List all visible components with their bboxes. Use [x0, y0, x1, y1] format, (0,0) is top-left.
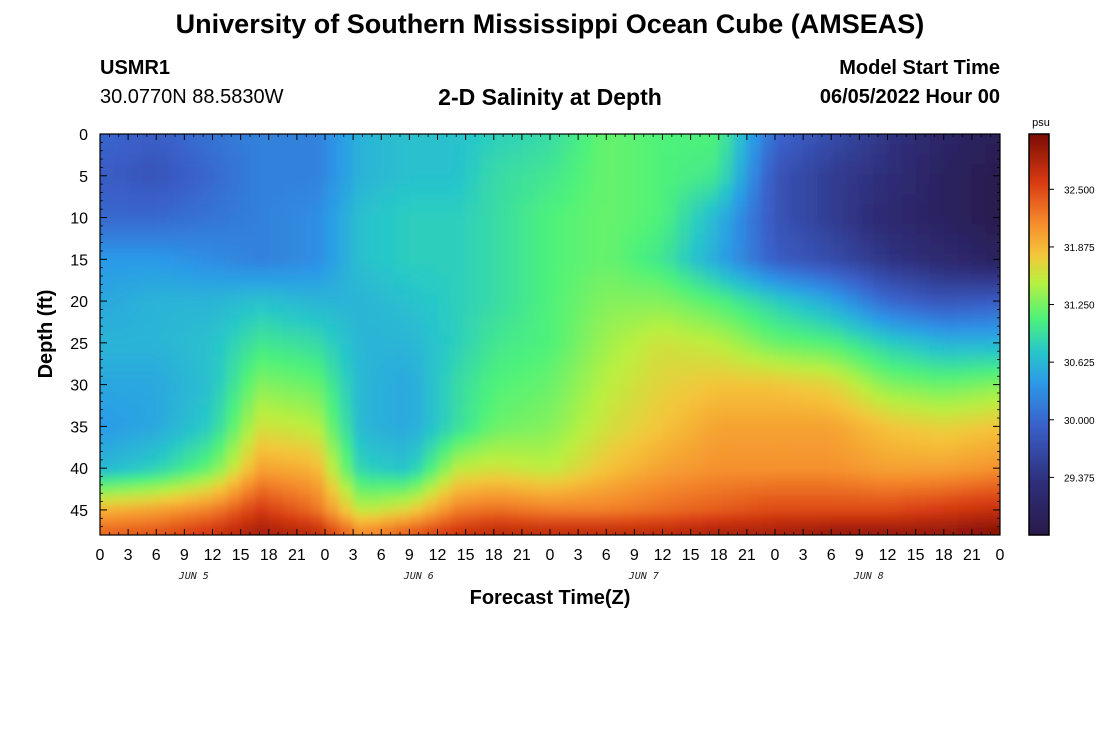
- chart-title: University of Southern Mississippi Ocean…: [175, 9, 925, 39]
- x-tick-label: 0: [546, 547, 555, 564]
- colorbar-tick-label: 30.000: [1064, 416, 1095, 427]
- x-tick-label: 15: [682, 547, 700, 564]
- x-tick-label: 6: [152, 547, 161, 564]
- x-tick-label: 21: [288, 547, 306, 564]
- x-tick-label: 21: [513, 547, 531, 564]
- x-tick-label: 18: [485, 547, 503, 564]
- x-tick-label: 21: [738, 547, 756, 564]
- model-start-label: Model Start Time: [839, 57, 1000, 79]
- x-tick-label: 12: [654, 547, 672, 564]
- x-tick-label: 12: [204, 547, 222, 564]
- station-coordinates: 30.0770N 88.5830W: [100, 86, 284, 108]
- y-tick-label: 15: [70, 252, 88, 269]
- x-tick-label: 15: [907, 547, 925, 564]
- colorbar-tick-label: 32.500: [1064, 185, 1095, 196]
- x-tick-label: 0: [996, 547, 1005, 564]
- colorbar-unit: psu: [1032, 117, 1050, 129]
- day-label: JUN 5: [178, 571, 209, 582]
- x-tick-label: 9: [630, 547, 639, 564]
- chart-subtitle: 2-D Salinity at Depth: [438, 84, 662, 110]
- x-tick-label: 9: [855, 547, 864, 564]
- x-tick-label: 0: [771, 547, 780, 564]
- colorbar-tick-label: 31.250: [1064, 301, 1095, 312]
- y-tick-label: 30: [70, 378, 88, 395]
- colorbar-tick-label: 31.875: [1064, 243, 1095, 254]
- x-tick-label: 0: [321, 547, 330, 564]
- x-tick-label: 12: [429, 547, 447, 564]
- x-tick-label: 9: [180, 547, 189, 564]
- colorbar-tick-label: 30.625: [1064, 358, 1095, 369]
- x-tick-label: 15: [457, 547, 475, 564]
- x-tick-label: 6: [602, 547, 611, 564]
- x-tick-label: 3: [574, 547, 583, 564]
- y-tick-label: 20: [70, 294, 88, 311]
- day-label: JUN 8: [853, 571, 884, 582]
- y-axis-label: Depth (ft): [35, 290, 57, 379]
- x-tick-label: 6: [827, 547, 836, 564]
- x-tick-label: 3: [799, 547, 808, 564]
- y-tick-label: 10: [70, 211, 88, 228]
- y-tick-label: 25: [70, 336, 88, 353]
- x-tick-label: 12: [879, 547, 897, 564]
- x-tick-label: 18: [260, 547, 278, 564]
- y-tick-label: 0: [79, 127, 88, 144]
- x-tick-label: 3: [124, 547, 133, 564]
- x-tick-label: 18: [710, 547, 728, 564]
- colorbar-ramp: [1028, 133, 1050, 536]
- model-start-value: 06/05/2022 Hour 00: [819, 86, 1000, 108]
- y-tick-label: 5: [79, 169, 88, 186]
- x-tick-label: 9: [405, 547, 414, 564]
- day-label: JUN 7: [628, 571, 659, 582]
- x-tick-label: 0: [96, 547, 105, 564]
- heatmap-field: [100, 134, 1000, 535]
- colorbar: psu 32.500 31.875 31.250 30.625 30.000 29.375: [1028, 117, 1095, 536]
- colorbar-tick-label: 29.375: [1064, 473, 1095, 484]
- x-tick-label: 18: [935, 547, 953, 564]
- station-id: USMR1: [100, 57, 171, 79]
- x-tick-label: 15: [232, 547, 250, 564]
- x-axis-label: Forecast Time(Z): [470, 587, 631, 609]
- x-tick-label: 21: [963, 547, 981, 564]
- x-tick-label: 3: [349, 547, 358, 564]
- day-label: JUN 6: [403, 571, 434, 582]
- y-tick-label: 40: [70, 461, 88, 478]
- y-tick-label: 35: [70, 419, 88, 436]
- y-tick-label: 45: [70, 503, 88, 520]
- x-tick-label: 6: [377, 547, 386, 564]
